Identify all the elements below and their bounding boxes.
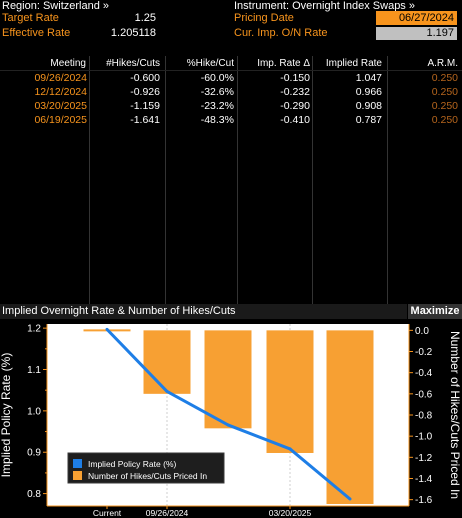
column-divider: [89, 56, 90, 306]
imp-rate-delta-value: -0.150: [280, 72, 310, 84]
bar: [326, 330, 374, 504]
implied-rate-value: 1.047: [355, 72, 382, 84]
header-divider: [0, 70, 462, 71]
implied-rate-point: [165, 389, 169, 393]
cur-imp-rate-label: Cur. Imp. O/N Rate: [234, 27, 328, 39]
column-divider: [237, 56, 238, 306]
arm-value: 0.250: [431, 72, 458, 84]
column-divider: [312, 56, 313, 306]
legend-swatch-line: [73, 459, 82, 468]
region-selector[interactable]: Region: Switzerland »: [2, 0, 110, 12]
bar: [266, 330, 314, 453]
implied-rate-point: [226, 423, 230, 427]
col-pct-hike-cut[interactable]: %Hike/Cut: [186, 58, 234, 69]
y-tick-label: 1.0: [27, 406, 41, 417]
pricing-date-field[interactable]: 06/27/2024: [376, 11, 457, 25]
implied-rate-chart: 1.2 1.1 1.0 0.9 0.8 0.0 -0.2 -0.4 -0.6 -0.8 -1.0 -…: [0, 319, 462, 518]
imp-rate-delta-value: -0.232: [280, 86, 310, 98]
col-implied-rate[interactable]: Implied Rate: [325, 58, 382, 69]
x-tick-label: 03/20/2025: [269, 508, 312, 518]
pct-hike-cut-value: -23.2%: [200, 100, 234, 112]
y2-tick-label: -1.2: [415, 453, 433, 464]
table-row[interactable]: 09/26/2024 -0.600 -60.0% -0.150 1.047 0.…: [0, 72, 462, 84]
col-imp-rate-delta[interactable]: Imp. Rate Δ: [257, 58, 310, 69]
y2-tick-label: -0.4: [415, 368, 433, 379]
y2-tick-label: 0.0: [415, 326, 429, 337]
imp-rate-delta-value: -0.410: [280, 114, 310, 126]
y2-tick-label: -1.6: [415, 495, 433, 506]
arm-value: 0.250: [431, 86, 458, 98]
legend-label-line: Implied Policy Rate (%): [88, 459, 177, 469]
table-row[interactable]: 06/19/2025 -1.641 -48.3% -0.410 0.787 0.…: [0, 114, 462, 126]
x-tick-label: 09/26/2024: [146, 508, 189, 518]
meeting-date: 06/19/2025: [34, 114, 87, 126]
col-meeting[interactable]: Meeting: [50, 58, 86, 69]
arm-value: 0.250: [431, 100, 458, 112]
y2-tick-label: -1.4: [415, 474, 433, 485]
y2-tick-label: -0.6: [415, 389, 433, 400]
col-hikes-cuts[interactable]: #Hikes/Cuts: [106, 58, 160, 69]
implied-rate-point: [288, 447, 292, 451]
target-rate-label: Target Rate: [2, 12, 59, 24]
legend-label-bar: Number of Hikes/Cuts Priced In: [88, 471, 207, 481]
cur-imp-rate-field[interactable]: 1.197: [376, 27, 457, 40]
pricing-date-label: Pricing Date: [234, 12, 294, 24]
implied-rate-point: [105, 327, 109, 331]
meeting-date: 09/26/2024: [34, 72, 87, 84]
col-arm[interactable]: A.R.M.: [427, 58, 458, 69]
meeting-date: 12/12/2024: [34, 86, 87, 98]
y-tick-label: 0.9: [27, 448, 41, 459]
pct-hike-cut-value: -32.6%: [200, 86, 234, 98]
implied-rate-value: 0.908: [355, 100, 382, 112]
hikes-cuts-value: -1.641: [130, 114, 160, 126]
y2-tick-label: -0.8: [415, 411, 433, 422]
y2-axis-title: Number of Hikes/Cuts Priced In: [448, 331, 462, 499]
pct-hike-cut-value: -60.0%: [200, 72, 234, 84]
chart-legend: Implied Policy Rate (%) Number of Hikes/…: [67, 452, 225, 484]
maximize-button[interactable]: Maximize: [408, 304, 462, 319]
legend-swatch-bar: [73, 471, 82, 480]
y-tick-label: 0.8: [27, 489, 41, 500]
arm-value: 0.250: [431, 114, 458, 126]
column-divider: [387, 56, 388, 306]
target-rate-value: 1.25: [134, 12, 156, 24]
implied-rate-value: 0.966: [355, 86, 382, 98]
hikes-cuts-value: -0.600: [130, 72, 160, 84]
chart-panel-title: Implied Overnight Rate & Number of Hikes…: [0, 304, 407, 319]
y2-tick-label: -1.0: [415, 432, 433, 443]
instrument-selector[interactable]: Instrument: Overnight Index Swaps »: [234, 0, 415, 12]
table-row[interactable]: 12/12/2024 -0.926 -32.6% -0.232 0.966 0.…: [0, 86, 462, 98]
legend-background: [67, 452, 225, 484]
hikes-cuts-value: -1.159: [130, 100, 160, 112]
bar: [143, 330, 191, 394]
x-tick-label: Current: [93, 508, 122, 518]
bar: [204, 330, 252, 429]
y-tick-label: 1.1: [27, 365, 41, 376]
imp-rate-delta-value: -0.290: [280, 100, 310, 112]
hikes-cuts-value: -0.926: [130, 86, 160, 98]
implied-rate-value: 0.787: [355, 114, 382, 126]
y-tick-label: 1.2: [27, 324, 41, 335]
column-divider: [165, 56, 166, 306]
y2-tick-label: -0.2: [415, 347, 433, 358]
table-row[interactable]: 03/20/2025 -1.159 -23.2% -0.290 0.908 0.…: [0, 100, 462, 112]
y-axis-title: Implied Policy Rate (%): [0, 353, 13, 478]
pct-hike-cut-value: -48.3%: [200, 114, 234, 126]
meeting-date: 03/20/2025: [34, 100, 87, 112]
effective-rate-label: Effective Rate: [2, 27, 71, 39]
effective-rate-value: 1.205118: [110, 27, 156, 39]
implied-rate-point: [348, 497, 352, 501]
